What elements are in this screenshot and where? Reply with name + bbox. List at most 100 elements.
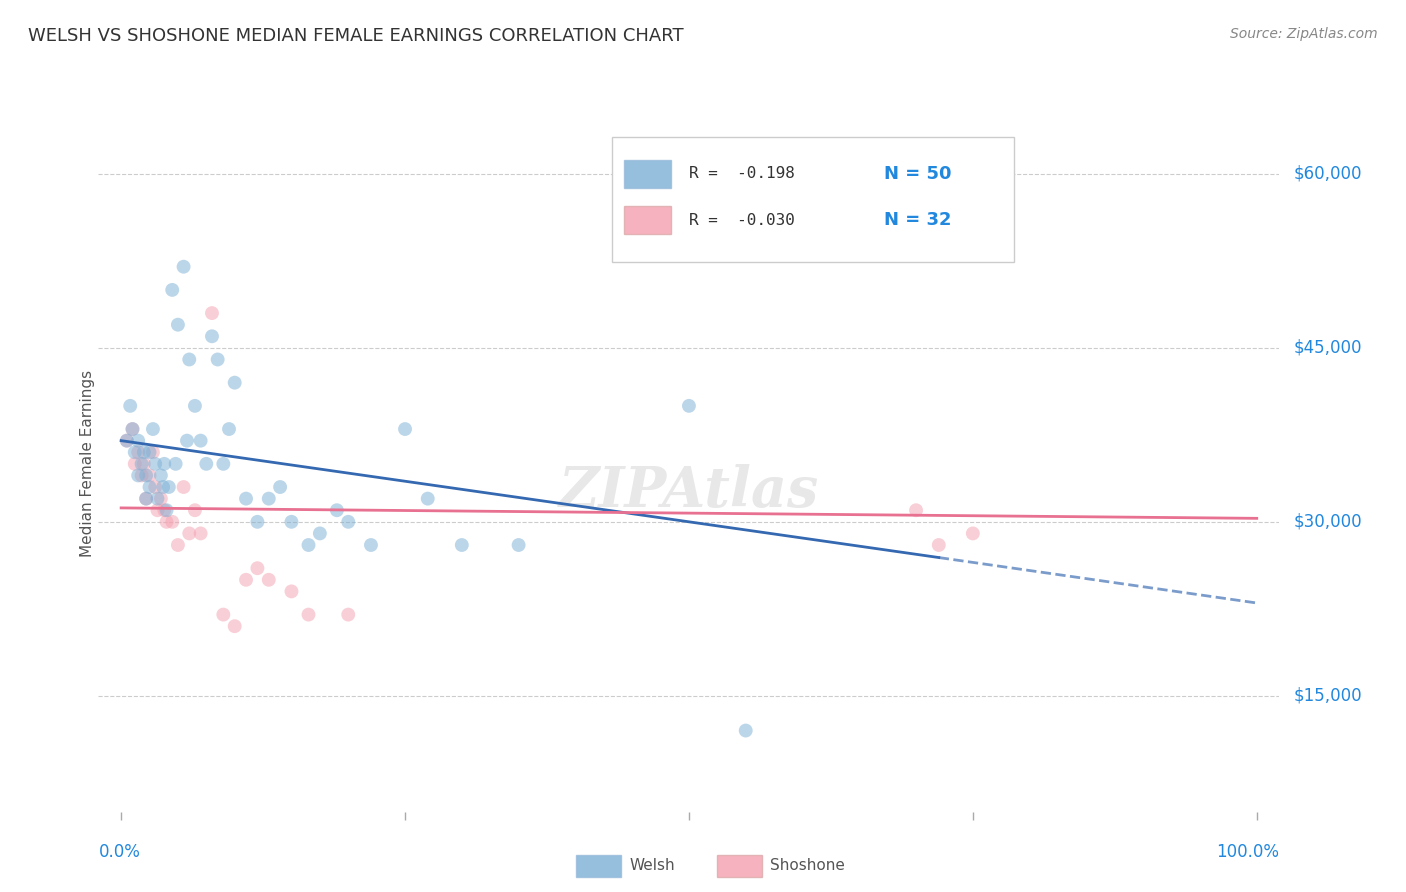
Point (905, 503, 928, 517)
Point (120, 399, 142, 413)
Text: N = 50: N = 50 (884, 165, 952, 183)
Point (173, 260, 195, 274)
Point (734, 723, 756, 738)
Point (135, 491, 157, 506)
Point (190, 526, 212, 541)
Point (162, 515, 183, 529)
Y-axis label: Median Female Earnings: Median Female Earnings (80, 370, 94, 558)
Text: 100.0%: 100.0% (1216, 843, 1279, 861)
Text: $30,000: $30,000 (1294, 513, 1362, 531)
Text: 0.0%: 0.0% (98, 843, 141, 861)
Point (246, 515, 269, 529)
Point (167, 318, 190, 332)
Point (127, 468, 149, 483)
FancyBboxPatch shape (624, 160, 671, 187)
Point (184, 399, 207, 413)
Point (394, 422, 416, 436)
Point (135, 491, 157, 506)
Point (224, 619, 246, 633)
Point (127, 434, 149, 448)
Point (201, 329, 224, 343)
Point (121, 422, 143, 436)
Point (257, 491, 280, 506)
Point (143, 480, 166, 494)
Point (152, 480, 174, 494)
Point (127, 445, 149, 459)
Point (212, 607, 235, 622)
Point (121, 422, 143, 436)
Point (146, 503, 169, 517)
Point (132, 457, 155, 471)
Point (142, 445, 165, 459)
Text: Welsh: Welsh (630, 858, 675, 872)
Point (179, 526, 201, 541)
Text: Source: ZipAtlas.com: Source: ZipAtlas.com (1230, 27, 1378, 41)
Point (416, 491, 439, 506)
Point (195, 457, 218, 471)
Text: WELSH VS SHOSHONE MEDIAN FEMALE EARNINGS CORRELATION CHART: WELSH VS SHOSHONE MEDIAN FEMALE EARNINGS… (28, 27, 683, 45)
Point (153, 457, 176, 471)
Point (155, 503, 177, 517)
Point (115, 434, 138, 448)
Point (135, 468, 157, 483)
Text: $60,000: $60,000 (1294, 165, 1362, 183)
Point (337, 515, 360, 529)
Point (257, 573, 280, 587)
Point (143, 457, 166, 471)
Point (124, 457, 146, 471)
Point (153, 503, 176, 517)
Point (308, 526, 332, 541)
Point (207, 352, 229, 367)
Point (326, 503, 349, 517)
FancyBboxPatch shape (612, 136, 1014, 262)
Point (224, 376, 246, 390)
Point (157, 480, 180, 494)
Point (155, 515, 177, 529)
Point (179, 352, 201, 367)
Point (235, 573, 257, 587)
Point (360, 538, 382, 552)
Point (124, 445, 146, 459)
Point (149, 468, 172, 483)
Point (201, 306, 224, 320)
Point (928, 538, 950, 552)
Text: N = 32: N = 32 (884, 211, 952, 229)
Point (162, 283, 183, 297)
Point (167, 538, 190, 552)
Point (297, 538, 319, 552)
Point (190, 434, 212, 448)
Point (165, 457, 187, 471)
Text: R =  -0.030: R = -0.030 (689, 213, 794, 227)
Point (146, 491, 169, 506)
Point (297, 607, 319, 622)
Point (269, 480, 291, 494)
Point (138, 468, 160, 483)
Point (132, 445, 155, 459)
Point (235, 491, 257, 506)
Point (212, 457, 235, 471)
Point (138, 480, 160, 494)
Text: $15,000: $15,000 (1294, 687, 1362, 705)
Point (131, 457, 153, 471)
Point (246, 561, 269, 575)
Point (131, 468, 153, 483)
Point (450, 538, 472, 552)
Point (280, 515, 302, 529)
Text: ZIPAtlas: ZIPAtlas (558, 464, 820, 519)
Point (184, 503, 207, 517)
Point (218, 422, 240, 436)
Point (508, 538, 530, 552)
FancyBboxPatch shape (624, 206, 671, 235)
Point (176, 434, 198, 448)
Point (280, 584, 302, 599)
Text: Shoshone: Shoshone (770, 858, 845, 872)
Point (678, 399, 700, 413)
Point (962, 526, 984, 541)
Point (142, 422, 165, 436)
Text: $45,000: $45,000 (1294, 339, 1362, 357)
Point (138, 445, 160, 459)
Point (173, 480, 195, 494)
Point (115, 434, 138, 448)
Point (149, 491, 172, 506)
Point (337, 607, 360, 622)
